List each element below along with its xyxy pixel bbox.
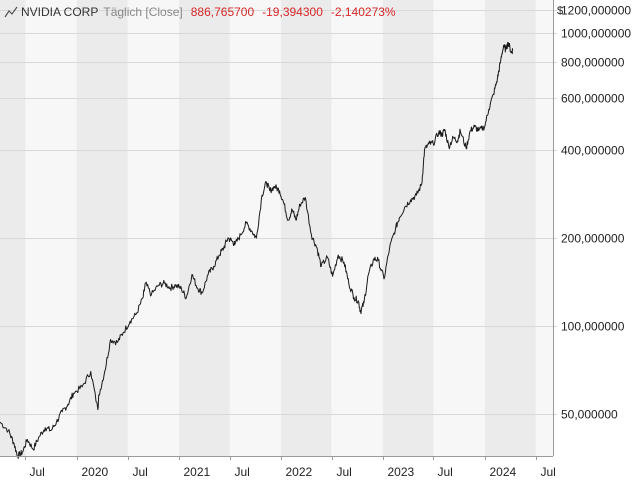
price-change-percent: -2,140273% (330, 5, 396, 19)
line-chart-icon (4, 6, 18, 18)
time-band (280, 0, 332, 456)
price-change: -19,394300 (262, 5, 323, 19)
time-band (484, 0, 536, 456)
x-tick-label: Jul (133, 465, 148, 479)
y-axis: 50,000000 100,000000 200,000000 400,000000 6… (553, 0, 631, 456)
gridlines (0, 10, 557, 415)
time-band (179, 0, 230, 456)
x-tick-label: 2024 (490, 465, 517, 479)
x-tick-label: Jul (541, 465, 556, 479)
y-tick-label: 50,000000 (561, 408, 618, 422)
y-tick-label: 1200,000000 (561, 4, 631, 18)
x-tick-label: 2021 (184, 465, 211, 479)
interval-mode: Täglich [Close] (103, 5, 183, 19)
y-tick-label: 600,000000 (561, 92, 625, 106)
last-price: 886,765700 (190, 5, 255, 19)
time-band (382, 0, 434, 456)
nvda-price-line (0, 42, 514, 459)
y-tick-label: 400,000000 (561, 144, 625, 158)
x-tick-label: 2022 (286, 465, 313, 479)
y-tick-label: 800,000000 (561, 56, 625, 70)
time-bands (0, 0, 536, 456)
chart-header: NVIDIA CORP Täglich [Close] 886,765700 -… (4, 3, 396, 21)
series-layer (0, 42, 514, 459)
instrument-name: NVIDIA CORP (21, 5, 99, 19)
x-tick-label: Jul (337, 465, 352, 479)
x-axis: Jul 2020 Jul 2021 Jul 2022 Jul 2023 Jul 2024 Jul (0, 456, 556, 479)
time-band (0, 0, 26, 456)
y-tick-label: 1000,000000 (561, 27, 631, 41)
currency-label: $ (557, 5, 563, 17)
x-tick-label: 2020 (82, 465, 109, 479)
x-tick-label: Jul (235, 465, 250, 479)
y-tick-label: 100,000000 (561, 320, 625, 334)
x-tick-label: Jul (438, 465, 453, 479)
x-tick-label: 2023 (388, 465, 415, 479)
y-tick-label: 200,000000 (561, 232, 625, 246)
time-band (76, 0, 128, 456)
x-tick-label: Jul (30, 465, 45, 479)
